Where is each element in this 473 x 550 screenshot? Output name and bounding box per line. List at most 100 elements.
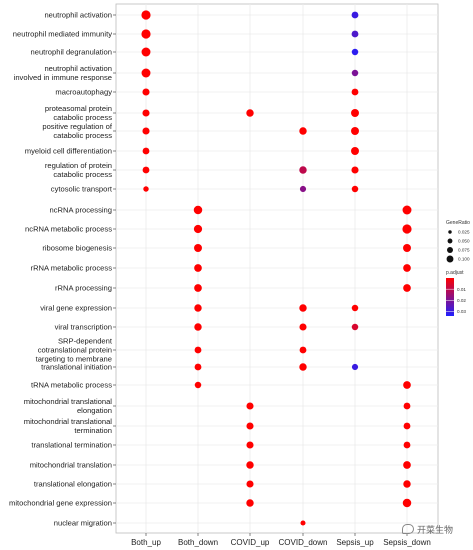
data-point [299, 166, 307, 174]
term-label: macroautophagy [55, 88, 112, 97]
data-point [246, 461, 254, 469]
x-axis-labels: Both_up Both_down COVID_up COVID_down Sepsis… [131, 533, 431, 547]
chat-bubble-icon [402, 524, 414, 534]
data-point [351, 363, 359, 371]
watermark: 开菜生物 [402, 522, 472, 536]
term-label: myeloid cell differentiation [25, 147, 112, 156]
data-point [351, 30, 359, 38]
color-legend-title: p.adjust [446, 270, 464, 276]
data-point [246, 422, 254, 430]
data-point [142, 147, 150, 155]
term-label: neutrophil degranulation [31, 48, 113, 57]
x-tick-label: COVID_down [279, 538, 328, 547]
data-point [403, 284, 411, 292]
data-point [351, 304, 359, 312]
x-tick-label: Both_up [131, 538, 161, 547]
size-legend-label: 0.075 [458, 248, 470, 253]
term-label: mitochondrial translation [30, 461, 112, 470]
term-label: rRNA metabolic process [31, 264, 113, 273]
data-point [141, 10, 151, 20]
size-legend-label: 0.025 [458, 230, 470, 235]
data-point [403, 422, 411, 430]
data-point [194, 346, 202, 354]
data-point [246, 109, 254, 117]
x-tick-label: Sepsis_down [383, 538, 431, 547]
term-label: tRNA metabolic process [31, 381, 112, 390]
size-legend-dot [448, 230, 452, 234]
data-point [402, 205, 412, 215]
data-point [351, 109, 359, 117]
term-label: viral transcription [55, 323, 112, 332]
data-point [403, 244, 411, 252]
legend: GeneRatio p.adjust 0.025 0.050 0.075 0.100 0… [446, 220, 470, 316]
term-label: viral gene expression [40, 304, 112, 313]
data-point [143, 186, 149, 192]
data-point [142, 166, 150, 174]
color-legend-label: 0.03 [457, 309, 466, 314]
term-label: translational elongation [34, 480, 112, 489]
term-label: translational termination [31, 441, 112, 450]
data-point [299, 363, 307, 371]
color-legend-label: 0.01 [457, 287, 466, 292]
data-point [299, 127, 307, 135]
color-legend-label: 0.02 [457, 298, 466, 303]
x-tick-label: COVID_up [231, 538, 270, 547]
data-point [351, 166, 359, 174]
term-label: mitochondrial translational elongation [24, 397, 113, 415]
data-point [246, 499, 254, 507]
x-tick-label: Both_down [178, 538, 218, 547]
term-label: mitochondrial gene expression [9, 499, 112, 508]
data-point [351, 69, 359, 77]
term-label: nuclear migration [54, 519, 112, 528]
data-point [246, 480, 254, 488]
data-point [351, 147, 359, 155]
data-point [141, 29, 151, 39]
data-point [403, 402, 411, 410]
data-point [142, 109, 150, 117]
data-point [193, 224, 203, 234]
size-legend-dot [447, 247, 453, 253]
data-point [299, 185, 307, 193]
data-point [194, 304, 202, 312]
term-label: rRNA processing [55, 284, 112, 293]
size-legend-label: 0.100 [458, 257, 470, 262]
data-point [141, 68, 151, 78]
term-label: ncRNA processing [50, 206, 112, 215]
data-point [351, 11, 359, 19]
size-legend-title: GeneRatio [446, 220, 470, 226]
data-point [142, 127, 150, 135]
term-label: proteasomal protein catabolic process [45, 104, 112, 122]
data-point [299, 323, 307, 331]
term-label: ncRNA metabolic process [25, 225, 112, 234]
term-label: regulation of protein catabolic process [45, 161, 112, 179]
data-point [142, 88, 150, 96]
data-point [246, 441, 254, 449]
grid-lines [116, 4, 438, 533]
data-point [246, 402, 254, 410]
data-point [300, 520, 306, 526]
data-point [403, 264, 411, 272]
data-points [141, 10, 412, 526]
panel-background [115, 3, 439, 534]
term-label: cytosolic transport [51, 185, 113, 194]
data-point [402, 498, 412, 508]
size-legend-dot [446, 255, 454, 263]
data-point [194, 381, 202, 389]
watermark-text: 开菜生物 [417, 524, 454, 535]
data-point [351, 127, 359, 135]
data-point [141, 47, 151, 57]
data-point [194, 323, 202, 331]
data-point [299, 304, 307, 312]
size-legend-dot [447, 238, 453, 244]
term-label: neutrophil activation [44, 11, 112, 20]
data-point [403, 480, 411, 488]
term-label: mitochondrial translational termination [24, 417, 113, 435]
term-label: translational initiation [41, 363, 112, 372]
data-point [403, 461, 411, 469]
data-point [193, 205, 203, 215]
y-axis-term-labels: neutrophil activation neutrophil mediated… [9, 11, 116, 528]
data-point [403, 381, 411, 389]
x-tick-label: Sepsis_up [336, 538, 374, 547]
data-point [194, 284, 202, 292]
